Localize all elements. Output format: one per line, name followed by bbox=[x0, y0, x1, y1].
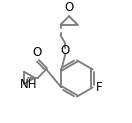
Text: NH: NH bbox=[20, 78, 37, 91]
Text: F: F bbox=[96, 81, 102, 94]
Text: O: O bbox=[64, 1, 74, 14]
Text: O: O bbox=[61, 45, 70, 57]
Text: O: O bbox=[33, 46, 42, 59]
